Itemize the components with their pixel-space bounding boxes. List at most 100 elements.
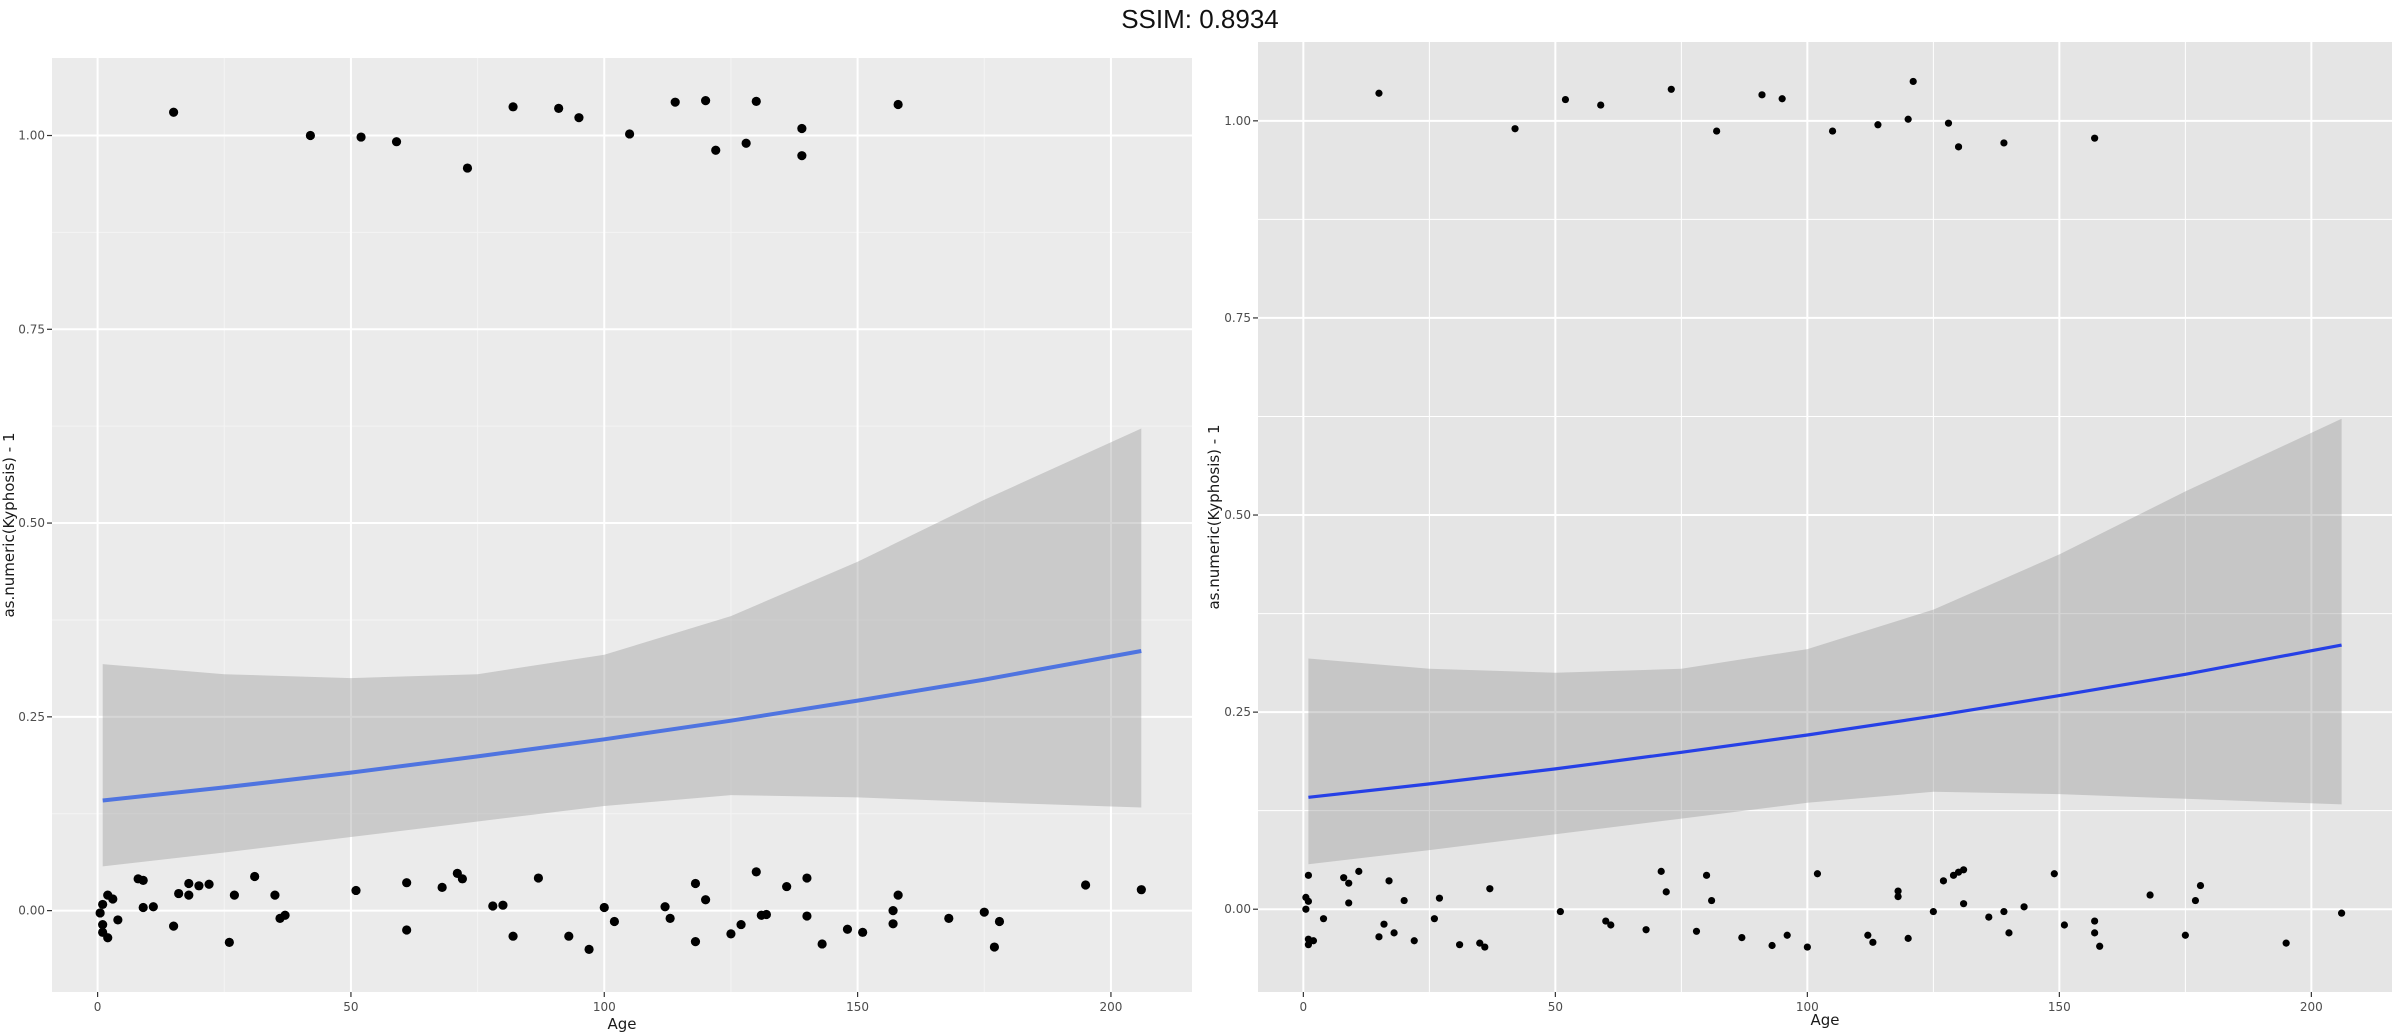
y-tick-label: 1.00: [18, 129, 45, 143]
data-point: [508, 102, 518, 112]
data-point: [1768, 941, 1776, 950]
data-point: [802, 911, 812, 921]
data-point: [1960, 866, 1968, 874]
data-point: [169, 107, 179, 117]
y-tick-label: 0.50: [1224, 508, 1251, 522]
data-point: [1702, 871, 1711, 879]
x-tick-label: 0: [94, 1000, 102, 1014]
x-tick-label: 200: [2300, 1000, 2323, 1014]
data-point: [1511, 125, 1519, 133]
data-point: [356, 132, 366, 142]
data-point: [782, 881, 792, 892]
data-point: [1904, 934, 1912, 942]
data-point: [1985, 913, 1993, 921]
data-point: [751, 96, 761, 107]
data-point: [1869, 938, 1877, 946]
data-point: [690, 937, 701, 947]
data-point: [797, 151, 807, 161]
fit-line: [102, 649, 1142, 803]
data-point: [2181, 931, 2189, 939]
data-point: [305, 130, 315, 141]
data-point: [660, 902, 670, 912]
data-point: [2096, 942, 2104, 950]
data-point: [2191, 896, 2200, 905]
data-point: [944, 913, 954, 923]
x-tick-label: 100: [593, 1000, 616, 1014]
data-point: [1813, 870, 1822, 878]
data-point: [95, 908, 105, 918]
data-point: [1430, 915, 1438, 923]
data-point: [584, 944, 594, 954]
x-tick-label: 0: [1300, 1000, 1308, 1014]
data-point: [979, 907, 989, 917]
data-point: [1081, 880, 1091, 890]
data-point: [498, 900, 508, 910]
data-point: [98, 919, 108, 930]
data-point: [1302, 905, 1310, 913]
data-point: [533, 873, 544, 883]
data-point: [1304, 871, 1312, 879]
data-point: [888, 919, 898, 929]
data-point: [599, 902, 609, 913]
data-point: [437, 882, 447, 892]
data-point: [1657, 867, 1665, 875]
data-point: [457, 874, 467, 884]
data-point: [1309, 937, 1318, 945]
data-point: [1960, 900, 1968, 908]
data-point: [108, 894, 118, 904]
data-point: [184, 890, 194, 900]
data-point: [148, 902, 158, 912]
data-point: [1435, 894, 1444, 902]
x-tick-label: 50: [343, 1000, 358, 1014]
data-point: [1561, 95, 1570, 104]
data-point: [711, 145, 721, 155]
data-point: [564, 931, 574, 941]
data-point: [741, 138, 751, 148]
data-point: [858, 927, 868, 937]
data-point: [1929, 907, 1937, 916]
x-tick-label: 150: [2048, 1000, 2071, 1014]
data-point: [1909, 77, 1917, 86]
data-point: [1476, 939, 1484, 947]
data-point: [2282, 939, 2290, 947]
y-tick-label: 0.25: [1224, 705, 1251, 719]
data-point: [1385, 877, 1393, 885]
data-point: [2020, 903, 2028, 911]
data-point: [2091, 134, 2099, 142]
data-point: [893, 99, 903, 110]
data-point: [1340, 874, 1348, 882]
data-point: [1894, 887, 1902, 895]
data-point: [204, 879, 214, 889]
data-point: [1304, 897, 1312, 905]
data-point: [280, 910, 290, 920]
data-point: [1692, 927, 1701, 935]
data-point: [1375, 933, 1383, 941]
data-point: [1738, 934, 1746, 942]
data-point: [1319, 915, 1328, 923]
data-point: [174, 888, 184, 899]
data-point: [842, 924, 853, 934]
data-point: [1708, 896, 1716, 905]
data-point: [1939, 877, 1948, 885]
data-point: [2000, 907, 2008, 916]
data-point: [690, 878, 701, 889]
data-point: [488, 901, 498, 911]
data-point: [1667, 85, 1675, 93]
data-point: [1954, 143, 1963, 151]
x-tick-label: 200: [1099, 1000, 1122, 1014]
x-tick-label: 100: [1796, 1000, 1819, 1014]
y-tick-label: 0.00: [18, 904, 45, 918]
data-point: [2146, 891, 2154, 899]
data-point: [250, 871, 260, 882]
data-point: [194, 881, 204, 891]
x-axis-title: Age: [1810, 1011, 1839, 1029]
data-point: [508, 931, 518, 941]
data-point: [736, 919, 746, 930]
data-point: [2060, 921, 2068, 929]
data-point: [554, 103, 564, 113]
data-point: [103, 933, 113, 943]
data-point: [1304, 941, 1312, 949]
data-point: [270, 890, 280, 900]
data-point: [1345, 879, 1353, 887]
x-tick-label: 50: [1548, 1000, 1563, 1014]
